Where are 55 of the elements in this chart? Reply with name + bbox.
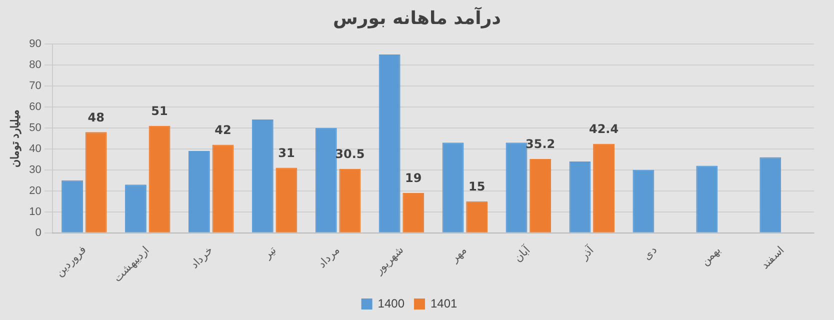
y-tick-label: 0 — [35, 226, 42, 239]
data-label: 48 — [88, 110, 104, 124]
bar — [378, 54, 400, 232]
bar — [632, 170, 654, 232]
bar — [276, 168, 298, 232]
bar — [696, 166, 718, 232]
x-tick-label: فروردین — [54, 244, 88, 279]
data-label: 42.4 — [588, 122, 619, 136]
bar — [212, 144, 234, 232]
x-tick-label: خرداد — [188, 244, 216, 272]
y-tick-label: 30 — [29, 164, 42, 176]
x-tick-label: اسفند — [758, 244, 787, 272]
data-label: 35.2 — [526, 137, 556, 152]
legend-label: 1400 — [378, 296, 405, 310]
bar — [466, 201, 488, 232]
y-tick-label: 10 — [29, 206, 42, 218]
bar — [530, 158, 552, 232]
data-label: 31 — [278, 146, 295, 160]
x-tick-label: شهریور — [372, 244, 406, 278]
bar — [569, 162, 591, 232]
chart-title: درآمد ماهانه بورس — [332, 6, 502, 31]
data-label: 15 — [468, 179, 486, 194]
y-tick-label: 80 — [29, 59, 42, 72]
bar — [148, 126, 170, 232]
x-tick-label: بهمن — [699, 244, 724, 268]
x-tick-label: آبان — [511, 242, 534, 265]
x-tick-label: آذر — [577, 242, 597, 263]
bar — [188, 151, 210, 232]
bar — [402, 192, 424, 232]
y-axis-title: میلیارد تومان — [10, 109, 22, 168]
bar — [506, 142, 528, 232]
data-label: 51 — [151, 104, 168, 118]
bar — [62, 180, 83, 232]
x-tick-label: مهر — [448, 244, 470, 266]
y-tick-label: 40 — [29, 142, 42, 155]
bar — [252, 120, 274, 232]
bar — [315, 128, 337, 232]
y-tick-label: 50 — [29, 122, 42, 134]
x-tick-label: اردیبهشت — [112, 244, 152, 285]
bar — [125, 184, 146, 232]
bar — [85, 132, 107, 232]
data-label: 42 — [214, 122, 232, 137]
data-label: 19 — [405, 171, 422, 186]
bar — [593, 144, 614, 232]
bar — [760, 157, 782, 232]
y-tick-label: 20 — [29, 184, 42, 197]
x-tick-label: مرداد — [316, 244, 342, 270]
bar — [442, 142, 464, 232]
x-tick-label: تیر — [261, 244, 279, 262]
y-tick-label: 70 — [29, 80, 42, 92]
y-tick-label: 90 — [29, 38, 42, 50]
legend-label: 1401 — [430, 296, 458, 310]
x-tick-label: دی — [641, 244, 660, 263]
y-tick-label: 60 — [29, 100, 42, 113]
bar — [339, 168, 361, 232]
